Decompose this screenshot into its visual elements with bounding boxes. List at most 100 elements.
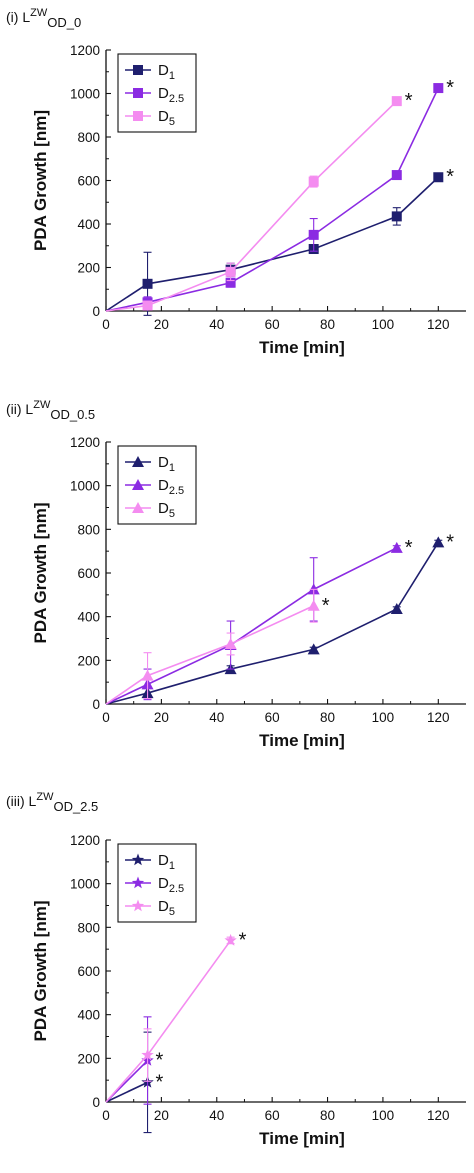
- y-tick-label: 400: [77, 610, 100, 625]
- data-point: [141, 1048, 154, 1061]
- y-tick-label: 0: [92, 304, 100, 319]
- series-1: *: [105, 166, 454, 316]
- x-tick-label: 40: [209, 710, 224, 725]
- legend-marker: [131, 899, 145, 912]
- panel-title: (ii) LZWOD_0.5: [6, 399, 95, 422]
- x-tick-label: 20: [154, 710, 169, 725]
- data-point: [307, 643, 320, 655]
- x-tick-label: 120: [427, 1108, 450, 1123]
- panel-title: (iii) LZWOD_2.5: [6, 791, 98, 814]
- legend-label-sub: 1: [169, 462, 175, 474]
- y-tick-label: 1000: [70, 87, 100, 102]
- y-tick-label: 1200: [70, 435, 100, 450]
- x-tick-label: 0: [102, 710, 110, 725]
- panel-title-label: (iii) L: [6, 793, 37, 809]
- panel-title-sub: OD_0.5: [50, 407, 95, 422]
- legend-label-name: D: [158, 852, 169, 869]
- x-tick-label: 100: [372, 710, 395, 725]
- y-tick-label: 600: [77, 964, 100, 979]
- data-point: [224, 933, 237, 946]
- legend-marker: [133, 65, 143, 75]
- data-point: [390, 541, 403, 553]
- legend-label: D5: [158, 898, 175, 918]
- legend-label-name: D: [158, 500, 169, 517]
- legend-label: D5: [158, 108, 175, 128]
- y-axis-label: PDA Growth [nm]: [31, 110, 50, 251]
- y-tick-label: 800: [77, 130, 100, 145]
- significance-star: *: [156, 1071, 164, 1093]
- y-tick-label: 1000: [70, 479, 100, 494]
- x-tick-label: 80: [320, 710, 335, 725]
- series-line: [105, 1081, 148, 1103]
- panel-title-sup: ZW: [36, 791, 54, 803]
- chart-panel-1: (i) LZWOD_0 0 200 400 600 800 1000 1200 0 20 40 60 8…: [6, 7, 466, 357]
- legend-marker: [133, 111, 143, 121]
- panel-title-sub: OD_0: [47, 15, 81, 30]
- data-point: [225, 277, 236, 288]
- y-tick-label: 200: [77, 1051, 100, 1066]
- series-3: *: [105, 929, 247, 1103]
- data-point: [391, 96, 402, 107]
- significance-star: *: [446, 166, 454, 188]
- series-1: *: [105, 531, 454, 705]
- data-point: [433, 83, 444, 94]
- panel-title-label: (ii) L: [6, 401, 33, 417]
- significance-star: *: [446, 531, 454, 553]
- x-tick-label: 0: [102, 317, 110, 332]
- x-tick-label: 100: [372, 1108, 395, 1123]
- y-tick-label: 0: [92, 697, 100, 712]
- chart-panel-2: (ii) LZWOD_0.5 0 200 400 600 800 1000 1200 0 20 40…: [6, 399, 466, 750]
- y-axis-label: PDA Growth [nm]: [31, 502, 50, 643]
- y-tick-label: 800: [77, 920, 100, 935]
- data-point: [141, 669, 154, 681]
- legend-label-sub: 1: [169, 70, 175, 82]
- data-point: [308, 176, 319, 187]
- panel-title-label: (i) L: [6, 9, 30, 25]
- significance-star: *: [446, 77, 454, 99]
- x-tick-label: 60: [265, 317, 280, 332]
- x-tick-label: 80: [320, 317, 335, 332]
- series-line: [105, 605, 315, 705]
- series-line: [105, 939, 232, 1103]
- data-point: [308, 229, 319, 240]
- significance-star: *: [322, 595, 330, 617]
- x-tick-label: 100: [372, 317, 395, 332]
- legend-label-name: D: [158, 898, 169, 915]
- data-point: [391, 211, 402, 222]
- legend-marker: [133, 88, 143, 98]
- legend-label-name: D: [158, 62, 169, 79]
- data-point: [142, 278, 153, 289]
- x-axis-label: Time [min]: [259, 1129, 345, 1148]
- panel-title: (i) LZWOD_0: [6, 7, 81, 30]
- legend-label-sub: 5: [169, 906, 175, 918]
- data-point: [225, 266, 236, 277]
- y-tick-label: 600: [77, 174, 100, 189]
- series-line: [105, 176, 439, 312]
- legend-label-name: D: [158, 875, 169, 892]
- y-tick-label: 600: [77, 566, 100, 581]
- legend-label-sub: 2.5: [169, 883, 184, 895]
- y-tick-label: 1000: [70, 877, 100, 892]
- legend-label-sub: 1: [169, 860, 175, 872]
- y-tick-label: 800: [77, 522, 100, 537]
- y-axis-label: PDA Growth [nm]: [31, 900, 50, 1041]
- data-point: [390, 603, 403, 615]
- legend-marker: [132, 456, 144, 467]
- legend-marker: [132, 479, 144, 490]
- legend-label-sub: 2.5: [169, 93, 184, 105]
- y-tick-label: 1200: [70, 833, 100, 848]
- data-point: [307, 599, 320, 611]
- y-tick-label: 1200: [70, 43, 100, 58]
- legend-label-name: D: [158, 108, 169, 125]
- series-3: *: [105, 588, 330, 705]
- data-point: [433, 172, 444, 183]
- y-tick-label: 200: [77, 653, 100, 668]
- x-axis-label: Time [min]: [259, 338, 345, 357]
- x-tick-label: 0: [102, 1108, 110, 1123]
- x-axis-label: Time [min]: [259, 731, 345, 750]
- legend-label: D2.5: [158, 875, 184, 895]
- data-point: [391, 170, 402, 181]
- significance-star: *: [405, 537, 413, 559]
